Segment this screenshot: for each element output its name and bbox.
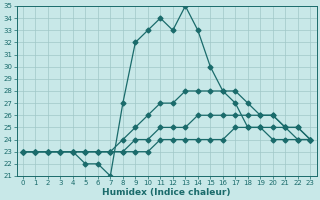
X-axis label: Humidex (Indice chaleur): Humidex (Indice chaleur) xyxy=(102,188,231,197)
